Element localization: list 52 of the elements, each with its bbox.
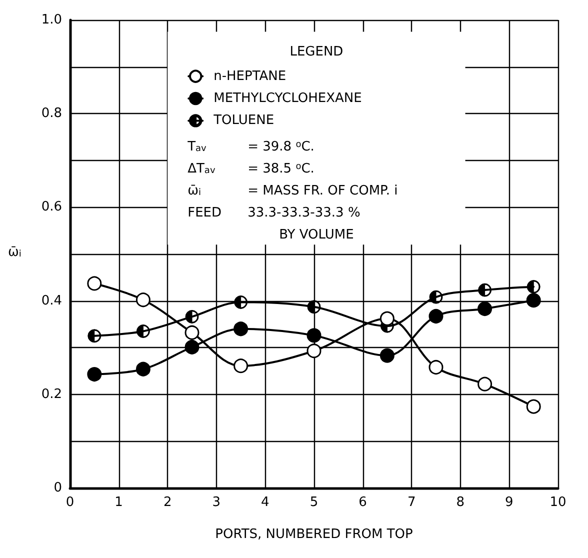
legend-label: n-HEPTANE — [214, 68, 286, 84]
point — [136, 292, 150, 308]
y-tick-label: 0.8 — [41, 106, 62, 122]
x-tick-label: 8 — [456, 495, 465, 510]
point — [429, 290, 443, 304]
point — [380, 311, 394, 326]
point — [380, 348, 394, 363]
point — [307, 300, 321, 314]
point — [185, 310, 199, 324]
point — [184, 340, 200, 354]
text: ω̄i = MASS FR. OF COMP. i — [188, 184, 398, 199]
point — [88, 329, 102, 343]
point — [526, 280, 540, 294]
point — [87, 367, 102, 382]
annotation: BY VOLUME — [279, 228, 354, 243]
y-tick-label: 0.4 — [41, 293, 62, 308]
point — [184, 325, 200, 340]
x-tick-label: 3 — [212, 495, 221, 510]
text: FEED 33.3-33.3-33.3 % — [188, 206, 360, 221]
point — [136, 362, 150, 376]
x-tick-label: 10 — [550, 495, 566, 510]
x-tick-label: 7 — [407, 495, 416, 510]
point — [526, 399, 541, 414]
legend-label: TOLUENE — [212, 113, 274, 128]
point — [478, 376, 492, 392]
x-tick-label: 0 — [66, 495, 74, 510]
x-tick-label: 9 — [505, 495, 514, 510]
legend-label: METHYLCYCLOHEXANE — [214, 91, 362, 106]
y-tick-label: 0.6 — [41, 200, 62, 215]
x-tick-label: 5 — [310, 495, 318, 510]
point — [526, 293, 541, 308]
x-tick-label: 2 — [163, 495, 172, 510]
point — [234, 295, 248, 309]
point — [306, 328, 322, 343]
x-tick-label: 6 — [358, 495, 367, 510]
point — [478, 283, 492, 297]
point — [136, 324, 150, 338]
x-tick-label: 4 — [261, 495, 270, 510]
point — [428, 308, 444, 324]
point — [234, 322, 248, 336]
point — [87, 276, 102, 291]
y-tick-label: 0 — [54, 480, 62, 496]
y-tick-label: 0.2 — [41, 386, 62, 402]
legend-title: LEGEND — [290, 44, 344, 60]
y-axis-title: ω̄i — [8, 245, 22, 260]
x-axis-title: PORTS, NUMBERED FROM TOP — [215, 527, 414, 542]
point — [234, 358, 248, 374]
point — [428, 360, 444, 374]
point — [478, 302, 492, 316]
point — [306, 344, 322, 358]
y-tick-label: 1.0 — [41, 12, 62, 28]
x-tick-label: 1 — [114, 495, 123, 510]
